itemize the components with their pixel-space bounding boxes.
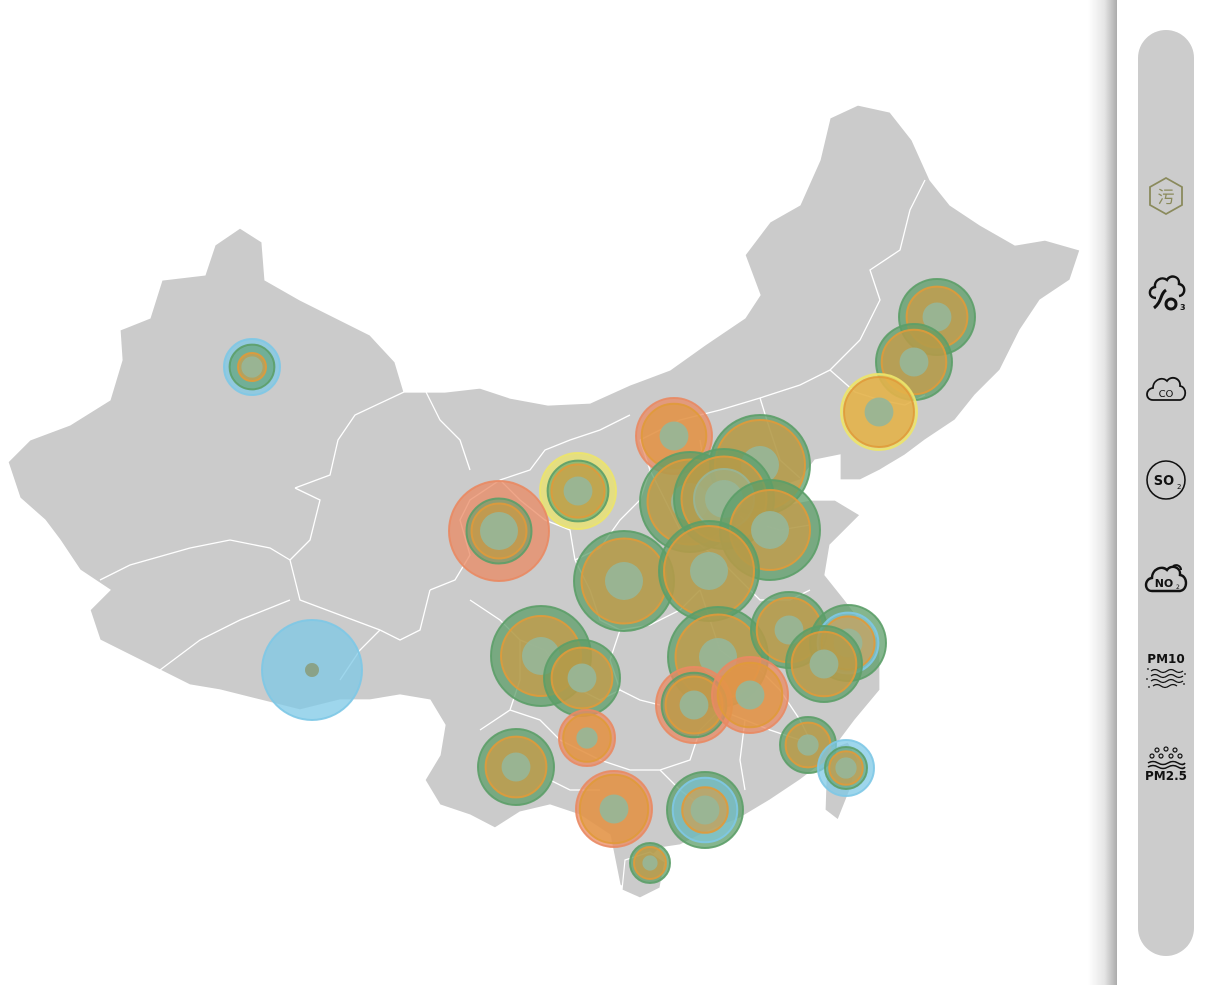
station-nanning[interactable]: [575, 770, 653, 848]
china-air-quality-map[interactable]: [0, 0, 1117, 985]
svg-text:2: 2: [1176, 584, 1180, 591]
province-border: [424, 389, 471, 471]
pm10-icon: PM10: [1146, 652, 1186, 689]
pollution-stations: [223, 278, 976, 884]
station-core: [599, 794, 629, 824]
pollutant-button-pm25[interactable]: PM2.5: [1138, 738, 1194, 790]
svg-text:PM2.5: PM2.5: [1145, 769, 1187, 783]
no2-icon: NO 2: [1144, 564, 1188, 593]
panel-shadow: [1088, 0, 1118, 985]
pollutant-button-co[interactable]: CO: [1138, 362, 1194, 414]
pollutant-button-overall[interactable]: 污: [1138, 170, 1194, 222]
side-panel: 污 3 CO SO 2: [1117, 0, 1209, 985]
station-guiyang[interactable]: [558, 709, 616, 767]
station-core: [305, 663, 319, 677]
map-canvas[interactable]: [0, 0, 1117, 985]
province-border: [159, 599, 291, 671]
svg-text:CO: CO: [1159, 389, 1174, 400]
station-hangzhou[interactable]: [785, 625, 863, 703]
pm25-icon: PM2.5: [1145, 746, 1187, 783]
station-chongqing[interactable]: [543, 639, 621, 717]
station-lanzhou[interactable]: [448, 480, 550, 582]
o3-icon: 3: [1148, 275, 1186, 312]
station-core: [605, 562, 643, 600]
province-border: [499, 414, 631, 481]
station-core: [659, 421, 689, 451]
station-haikou[interactable]: [629, 842, 671, 884]
station-core: [690, 795, 720, 825]
station-core: [690, 552, 728, 590]
svg-text:3: 3: [1180, 303, 1186, 312]
province-border: [289, 487, 321, 561]
station-core: [922, 302, 952, 332]
station-core: [241, 356, 263, 378]
pollutant-button-so2[interactable]: SO 2: [1138, 454, 1194, 506]
svg-text:SO: SO: [1154, 474, 1174, 489]
station-core: [735, 680, 765, 710]
station-core: [899, 347, 929, 377]
station-lhasa[interactable]: [261, 619, 363, 721]
station-guangzhou[interactable]: [666, 771, 744, 849]
station-nanchang[interactable]: [711, 656, 789, 734]
station-core: [567, 663, 597, 693]
station-core: [480, 512, 518, 550]
station-core: [835, 757, 857, 779]
svg-text:2: 2: [1177, 483, 1181, 491]
svg-text:PM10: PM10: [1147, 652, 1184, 666]
station-zhengzhou[interactable]: [658, 520, 760, 622]
pollutant-button-pm10[interactable]: PM10: [1138, 646, 1194, 698]
station-kunming[interactable]: [477, 728, 555, 806]
svg-text:污: 污: [1158, 188, 1175, 208]
station-core: [797, 734, 819, 756]
station-yinchuan[interactable]: [539, 452, 617, 530]
pollutant-button-o3[interactable]: 3: [1138, 266, 1194, 318]
pollutant-button-no2[interactable]: NO 2: [1138, 550, 1194, 602]
overall-pollution-icon: 污: [1149, 176, 1183, 216]
station-core: [864, 397, 894, 427]
province-border: [294, 391, 405, 489]
station-urumqi[interactable]: [223, 338, 281, 396]
svg-text:NO: NO: [1155, 577, 1174, 590]
station-core: [563, 476, 593, 506]
station-core: [809, 649, 839, 679]
station-core: [501, 752, 531, 782]
station-core: [576, 727, 598, 749]
station-shenyang[interactable]: [840, 373, 918, 451]
pollutant-selector-bar: 污 3 CO SO 2: [1138, 30, 1194, 956]
province-border: [829, 179, 926, 371]
station-core: [642, 855, 658, 871]
co-icon: CO: [1146, 376, 1187, 401]
province-border: [99, 539, 291, 581]
station-taipei[interactable]: [817, 739, 875, 797]
station-core: [679, 690, 709, 720]
station-core: [751, 511, 789, 549]
station-changsha[interactable]: [655, 666, 733, 744]
so2-icon: SO 2: [1146, 460, 1186, 500]
